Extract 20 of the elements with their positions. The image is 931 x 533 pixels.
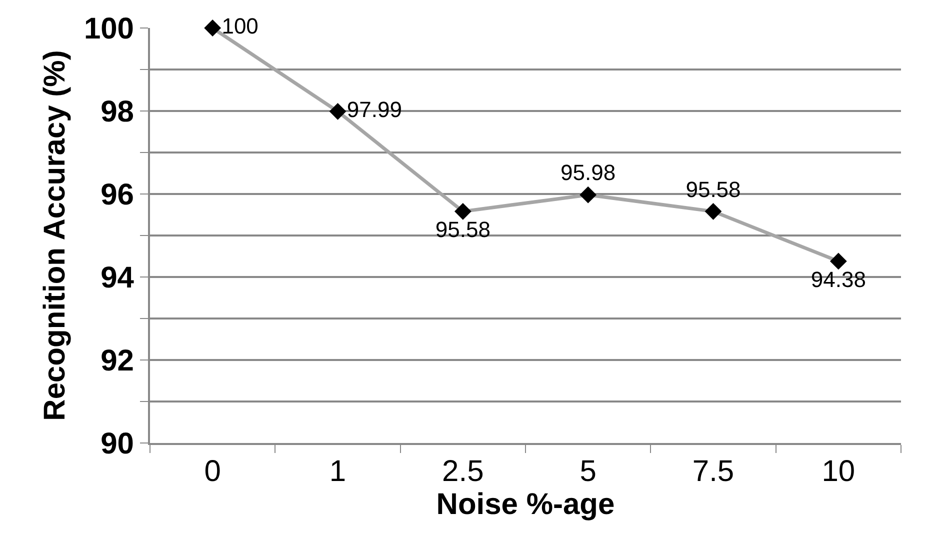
data-label: 100 [222, 14, 258, 38]
y-tick-label: 90 [100, 428, 134, 460]
x-tick-label: 2.5 [442, 455, 484, 488]
data-label: 97.99 [346, 96, 402, 122]
y-tick-label: 98 [100, 96, 134, 128]
x-tick-label: 0 [204, 455, 221, 488]
y-tick-label: 94 [100, 262, 134, 294]
x-tick-label: 10 [822, 455, 856, 488]
x-tick-label: 7.5 [692, 455, 734, 488]
data-label: 95.58 [435, 217, 490, 242]
y-tick-label: 92 [100, 344, 134, 378]
y-tick-label: 100 [84, 12, 134, 46]
y-axis-title: Recognition Accuracy (%) [38, 50, 72, 421]
y-tick-label: 96 [100, 178, 134, 212]
x-axis-title: Noise %-age [436, 488, 615, 521]
data-label: 94.38 [810, 266, 866, 292]
x-tick-label: 5 [580, 455, 596, 488]
data-label: 95.98 [560, 160, 616, 186]
x-tick-label: 1 [329, 455, 346, 488]
data-label: 95.58 [686, 176, 741, 202]
